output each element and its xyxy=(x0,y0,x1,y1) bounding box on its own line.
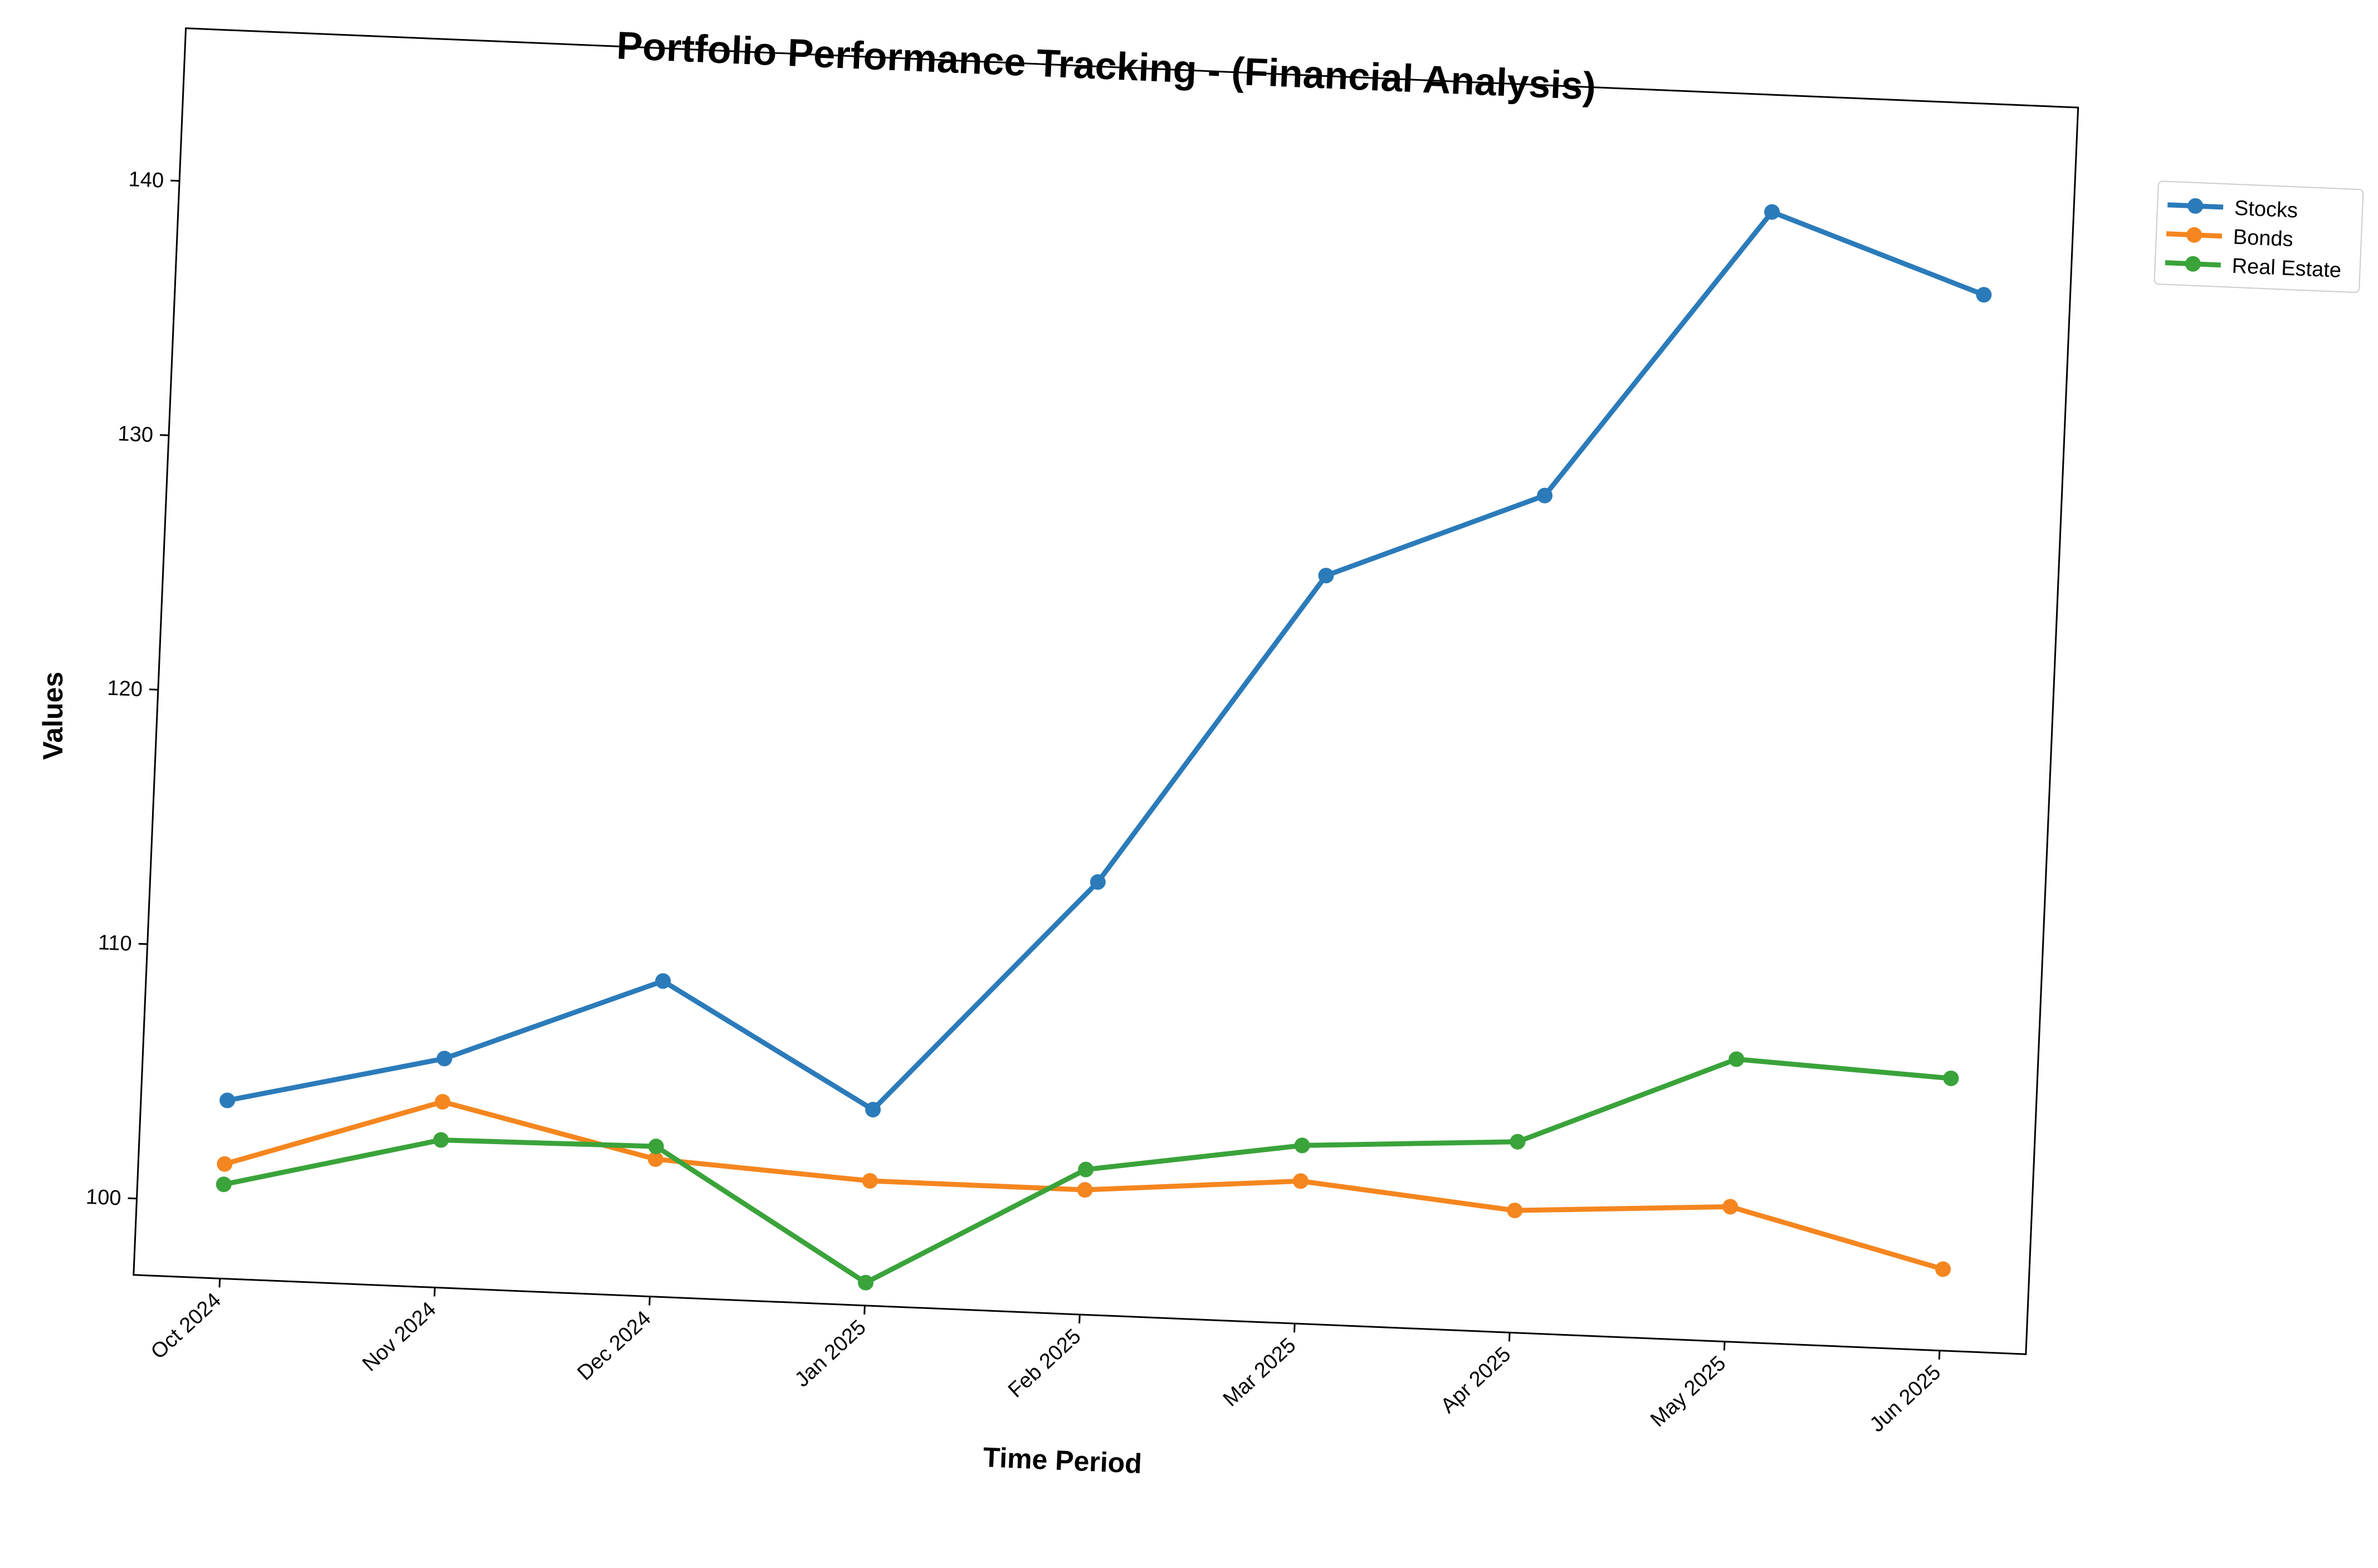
legend-label: Bonds xyxy=(2233,226,2293,251)
y-tick-label: 120 xyxy=(107,676,143,701)
data-point xyxy=(1294,1137,1310,1154)
data-point xyxy=(655,973,671,989)
data-point xyxy=(1292,1173,1308,1189)
data-point xyxy=(1722,1199,1739,1215)
data-point xyxy=(1318,568,1334,584)
y-tick-label: 130 xyxy=(118,422,154,447)
data-point xyxy=(1728,1051,1745,1067)
x-tick-mark xyxy=(1723,1341,1726,1351)
legend-swatch-marker xyxy=(2186,227,2203,243)
x-tick-mark xyxy=(218,1278,221,1288)
legend-label: Real Estate xyxy=(2231,255,2342,282)
data-point xyxy=(1510,1134,1526,1150)
data-point xyxy=(647,1151,663,1167)
y-tick-mark xyxy=(128,1197,137,1200)
data-point xyxy=(217,1156,233,1172)
data-point xyxy=(862,1173,878,1189)
data-point xyxy=(1537,487,1553,504)
x-tick-mark xyxy=(1938,1350,1941,1360)
data-point xyxy=(865,1102,881,1118)
y-tick-mark xyxy=(170,179,180,182)
data-point xyxy=(648,1139,664,1155)
legend-swatch-marker xyxy=(2185,256,2201,272)
data-point xyxy=(216,1176,232,1193)
data-point xyxy=(1976,287,1992,303)
x-tick-mark xyxy=(1508,1332,1511,1342)
data-point xyxy=(1935,1261,1951,1277)
legend-swatch-marker xyxy=(2187,198,2204,214)
series-points xyxy=(216,204,1992,1291)
data-point xyxy=(433,1132,449,1148)
y-tick-label: 110 xyxy=(97,931,132,956)
y-tick-mark xyxy=(159,434,169,437)
data-point xyxy=(436,1051,452,1067)
y-axis-label: Values xyxy=(37,672,69,760)
data-point xyxy=(1764,204,1780,220)
x-axis-label: Time Period xyxy=(983,1442,1142,1479)
data-point xyxy=(858,1274,874,1291)
data-point xyxy=(1077,1182,1093,1198)
y-tick-label: 100 xyxy=(85,1185,121,1210)
y-tick-label: 140 xyxy=(128,168,164,193)
data-point xyxy=(1507,1203,1523,1219)
data-point xyxy=(434,1094,451,1110)
legend: Stocks Bonds Real Estate xyxy=(2154,180,2364,293)
data-point xyxy=(219,1092,236,1108)
y-axis: 100 110 120 130 140 xyxy=(85,168,180,1210)
x-tick-mark xyxy=(433,1287,436,1297)
legend-label: Stocks xyxy=(2234,197,2298,223)
data-point xyxy=(1943,1070,1959,1086)
data-point xyxy=(1090,874,1106,890)
data-point xyxy=(1078,1161,1094,1178)
